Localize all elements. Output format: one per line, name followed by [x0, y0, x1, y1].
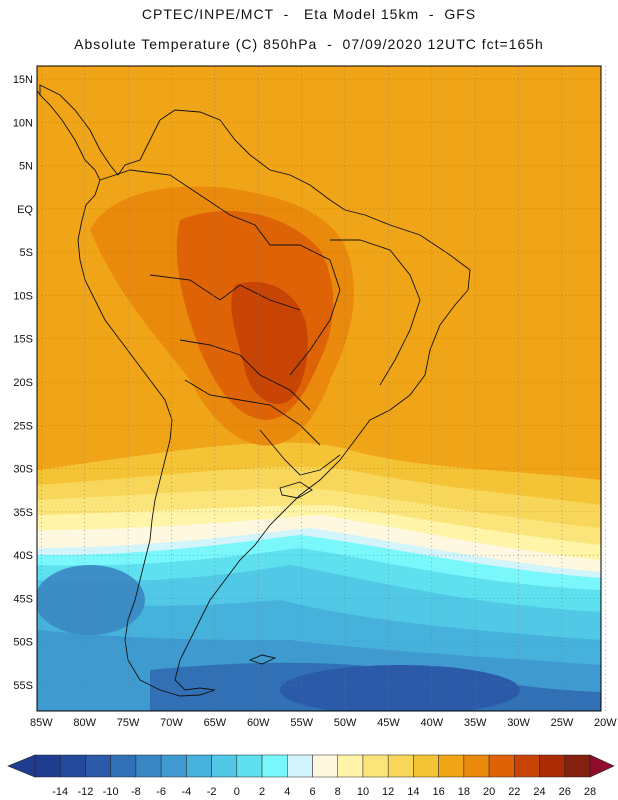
colorbar-swatch [337, 754, 364, 778]
colorbar-arrow-left [7, 754, 36, 778]
lat-tick-label: 15N [13, 74, 33, 86]
colorbar-label: 20 [483, 786, 495, 798]
lat-tick-label: 35S [13, 507, 33, 519]
colorbar-label: 22 [508, 786, 520, 798]
coastline-layer [37, 84, 471, 697]
colorbar-label: 24 [533, 786, 545, 798]
country-border-central [149, 274, 301, 311]
chart-title-line-2: Absolute Temperature (C) 850hPa - 07/09/… [74, 36, 544, 52]
lat-tick-label: 10S [13, 290, 33, 302]
colorbar-label: 26 [559, 786, 571, 798]
lon-tick-label: 70W [160, 717, 183, 729]
field-band-24 [231, 281, 308, 404]
colorbar-swatch [59, 754, 86, 778]
colorbar-swatch [413, 754, 439, 778]
colorbar-label: 0 [234, 786, 240, 798]
lon-tick-label: 25W [551, 717, 574, 729]
lat-tick-label: 40S [13, 550, 33, 562]
longitude-labels: 85W 80W 75W 70W 65W 60W 55W 50W 45W 40W 35W 30W 25W 2… [30, 717, 617, 729]
lon-tick-label: 20W [594, 717, 617, 729]
colorbar-swatch [488, 754, 515, 778]
colorbar-label: -14 [52, 786, 68, 798]
colorbar-swatch [312, 754, 338, 778]
lat-tick-label: 5S [20, 247, 33, 259]
colorbar-label: 28 [584, 786, 596, 798]
colorbar-label: 4 [284, 786, 290, 798]
lat-tick-label: 5N [19, 161, 33, 173]
field-band-m10 [280, 665, 520, 711]
colorbar-labels: -14 -12 -10 -8 -6 -4 -2 0 2 4 6 8 10 12 14 16 18 20 22 24 26… [52, 786, 596, 798]
colorbar-label: -12 [78, 786, 94, 798]
colorbar-swatch [186, 754, 212, 778]
colorbar-swatch [564, 754, 591, 778]
lon-tick-label: 35W [464, 717, 487, 729]
colorbar-label: 6 [309, 786, 315, 798]
colorbar-label: -6 [156, 786, 166, 798]
lon-tick-label: 55W [290, 717, 313, 729]
chart-title-line-1: CPTEC/INPE/MCT - Eta Model 15km - GFS [141, 6, 477, 22]
lat-tick-label: 50S [13, 637, 33, 649]
colorbar-label: 16 [433, 786, 445, 798]
south-america-coastline [39, 84, 471, 697]
lat-tick-label: 15S [13, 334, 33, 346]
colorbar-arrow-right [589, 754, 615, 778]
lon-tick-label: 50W [334, 717, 357, 729]
colorbar-label: -8 [131, 786, 141, 798]
lat-tick-label: 25S [13, 420, 33, 432]
colorbar-swatch [160, 754, 187, 778]
colorbar-swatch [110, 754, 137, 778]
lat-tick-label: 30S [13, 464, 33, 476]
colorbar-label: 14 [407, 786, 419, 798]
latitude-labels: 15N 10N 5N EQ 5S 10S 15S 20S 25S 30S 35S 40S 45S 50S 5… [13, 74, 34, 692]
colorbar-swatch [514, 754, 540, 778]
lon-tick-label: 40W [420, 717, 443, 729]
colorbar [7, 754, 615, 778]
colorbar-label: 18 [458, 786, 470, 798]
colorbar-swatch [261, 754, 288, 778]
lat-tick-label: 10N [13, 117, 33, 129]
country-border-uruguay [259, 429, 341, 476]
lat-tick-label: 20S [13, 377, 33, 389]
lat-tick-label: 55S [13, 680, 33, 692]
map-frame [36, 65, 602, 712]
lon-tick-label: 75W [117, 717, 140, 729]
lat-tick-label: 45S [13, 593, 33, 605]
colorbar-swatch [438, 754, 465, 778]
lon-tick-label: 30W [507, 717, 530, 729]
state-border-east [330, 239, 421, 386]
lon-tick-label: 65W [204, 717, 227, 729]
colorbar-label: -10 [103, 786, 119, 798]
rio-de-la-plata [279, 481, 313, 499]
colorbar-label: -4 [181, 786, 191, 798]
colorbar-swatch [211, 754, 238, 778]
colorbar-label: 10 [357, 786, 369, 798]
colorbar-swatch [34, 754, 61, 778]
colorbar-swatch [463, 754, 490, 778]
lon-tick-label: 45W [377, 717, 400, 729]
colorbar-swatch [539, 754, 566, 778]
country-border-south [184, 379, 321, 446]
colorbar-swatch [135, 754, 162, 778]
colorbar-swatch [362, 754, 389, 778]
colorbar-label: 2 [259, 786, 265, 798]
lon-tick-label: 80W [73, 717, 96, 729]
colorbar-swatch [85, 754, 111, 778]
lat-tick-label: EQ [17, 204, 33, 216]
colorbar-swatch [287, 754, 313, 778]
colorbar-swatch [236, 754, 263, 778]
lon-tick-label: 60W [247, 717, 270, 729]
country-border-north [99, 169, 341, 376]
map-fill-layer [37, 66, 601, 711]
colorbar-label: 8 [335, 786, 341, 798]
country-border-south-central [179, 339, 311, 411]
colorbar-label: 12 [382, 786, 394, 798]
field-band-m6 [37, 565, 145, 635]
colorbar-swatch [387, 754, 414, 778]
lon-tick-label: 85W [30, 717, 53, 729]
colorbar-label: -2 [207, 786, 217, 798]
